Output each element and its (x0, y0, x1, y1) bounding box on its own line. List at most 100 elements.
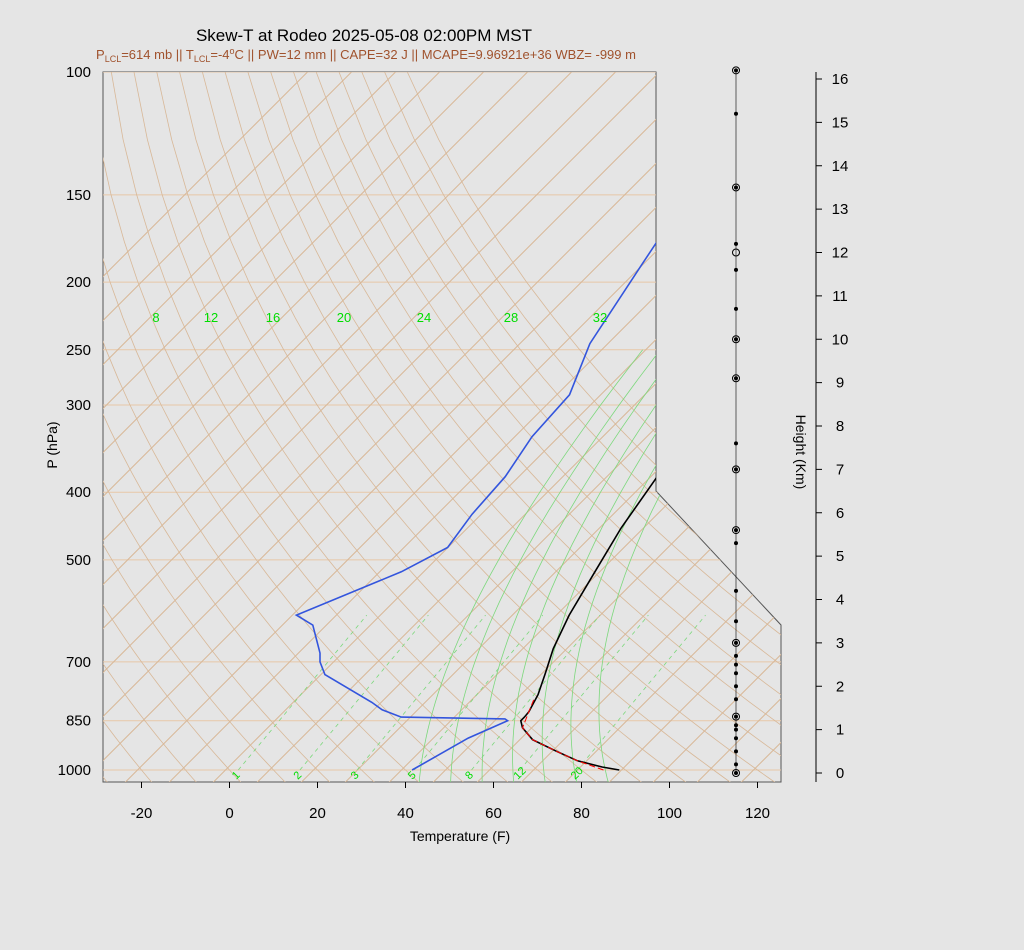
isotherm-line (581, 72, 781, 782)
wind-dot (734, 306, 738, 311)
wind-circle (732, 335, 740, 344)
pressure-tick-label: 200 (66, 274, 91, 291)
dry-adiabat (103, 72, 333, 782)
dry-adiabat (103, 72, 467, 782)
wind-circle (732, 465, 740, 474)
wind-dot (734, 441, 738, 446)
moist-adiabat-label: 12 (204, 310, 218, 325)
x-axis-label: Temperature (F) (410, 828, 510, 844)
isotherm-line (185, 72, 781, 782)
isotherm-line (978, 72, 1024, 810)
height-tick-label: 8 (836, 418, 844, 435)
height-tick-label: 9 (836, 375, 844, 392)
height-tick-label: 5 (836, 548, 844, 565)
isotherm-line (103, 72, 396, 782)
mixing-ratio-line (237, 614, 368, 771)
isotherm-line (449, 72, 781, 782)
moist-adiabat (418, 349, 644, 782)
dry-adiabat (338, 72, 781, 782)
isotherm-line (890, 72, 1024, 810)
dry-adiabat (110, 72, 556, 782)
isotherm-line (103, 72, 572, 782)
wind-dot (734, 68, 738, 73)
x-tick-label: 20 (309, 805, 326, 822)
isotherm-line (103, 72, 704, 782)
wind-dot (734, 653, 738, 658)
height-axis-label: Height (Km) (793, 415, 809, 490)
isotherm-line (103, 72, 748, 782)
mixing-ratio-line (471, 614, 601, 771)
wind-dot (734, 697, 738, 702)
dry-adiabat (202, 72, 735, 782)
wind-dot (734, 528, 738, 533)
wind-dot (734, 662, 738, 667)
pressure-tick-label: 500 (66, 552, 91, 569)
dry-adiabat (247, 72, 781, 782)
dry-adiabat (133, 72, 601, 782)
wind-dot (734, 671, 738, 676)
isotherm-line (103, 72, 660, 782)
isotherm-line (273, 72, 781, 782)
height-tick-label: 1 (836, 722, 844, 739)
isotherm-line (802, 72, 1024, 810)
pressure-tick-label: 300 (66, 397, 91, 414)
height-tick-label: 13 (832, 201, 849, 218)
x-tick-label: 60 (485, 805, 502, 822)
height-tick-label: 11 (832, 288, 848, 305)
x-tick-label: 80 (573, 805, 590, 822)
isotherm-line (103, 72, 484, 782)
isotherm-line (103, 72, 352, 782)
plot-area: 1 2 3 5 8 12 208 12 16 20 24 28 32100150200250300400… (58, 64, 1024, 822)
wind-dot (734, 267, 738, 272)
dry-adiabat (406, 72, 781, 782)
wind-dot (734, 771, 738, 775)
wind-dot (734, 762, 738, 767)
moist-adiabat-label: 32 (593, 310, 607, 325)
height-tick-label: 2 (836, 678, 844, 695)
wind-dot (734, 736, 738, 741)
isotherm-line (493, 72, 781, 782)
dry-adiabat (103, 72, 199, 782)
x-tick-label: 120 (745, 805, 770, 822)
moist-adiabat (481, 349, 679, 782)
wind-dot (734, 723, 738, 728)
x-tick-label: 100 (657, 805, 682, 822)
moist-adiabat (450, 349, 661, 782)
isotherm-line (103, 72, 528, 782)
pressure-tick-label: 250 (66, 342, 91, 359)
height-tick-label: 16 (832, 71, 849, 88)
plot-content (103, 72, 1024, 810)
mixing-ratio-line (356, 614, 486, 771)
dry-adiabat (270, 72, 781, 782)
moist-adiabat-label: 24 (417, 310, 431, 325)
isotherm-line (934, 72, 1024, 810)
wind-circle (732, 769, 740, 777)
moist-adiabat-label: 16 (266, 310, 280, 325)
wind-circle (732, 374, 740, 383)
height-tick-label: 4 (836, 592, 844, 609)
isotherm-line (229, 72, 781, 782)
wind-circle (732, 638, 740, 647)
dry-adiabat (315, 72, 781, 782)
wind-dot (734, 619, 738, 624)
isotherm-line (103, 72, 440, 782)
height-tick-label: 6 (836, 505, 844, 522)
moist-adiabat-label: 8 (152, 310, 159, 325)
x-tick-label: 40 (397, 805, 414, 822)
dry-adiabat (103, 72, 422, 782)
wind-circle (732, 248, 740, 257)
wind-dot (734, 241, 738, 246)
mixing-ratio-line (576, 614, 706, 771)
wind-dot (734, 467, 738, 472)
chart-title: Skew-T at Rodeo 2025-05-08 02:00PM MST (196, 26, 532, 45)
dry-adiabat (179, 72, 690, 782)
wind-dot (734, 337, 738, 342)
height-tick-label: 12 (832, 245, 849, 262)
dry-adiabat (224, 72, 779, 782)
wind-dot (734, 111, 738, 116)
height-tick-label: 10 (832, 331, 849, 348)
chart-subtitle: PLCL=614 mb || TLCL=-4oC || PW=12 mm || … (96, 46, 636, 64)
isotherm-line (103, 72, 308, 782)
dry-adiabat (103, 72, 378, 782)
